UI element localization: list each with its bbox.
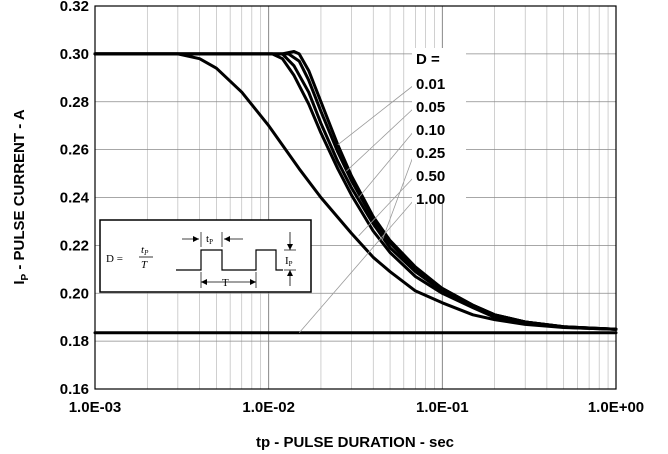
period-arrowhead-right	[250, 279, 256, 285]
period-arrowhead-left	[201, 279, 207, 285]
legend-leader-0.25	[381, 153, 415, 241]
y-tick-label: 0.22	[60, 237, 89, 254]
inset-formula-numerator: tP	[141, 244, 149, 257]
legend-leader-1.00	[298, 199, 415, 334]
legend-leader-0.05	[346, 107, 415, 172]
y-tick-label: 0.24	[60, 190, 90, 207]
legend-leader-0.10	[358, 130, 415, 198]
curves	[93, 50, 618, 335]
tp-label-t: t	[206, 233, 209, 245]
y-tick-label: 0.28	[60, 94, 89, 111]
legend-label-0.25: 0.25	[416, 145, 445, 162]
y-tick-label: 0.16	[60, 381, 89, 398]
legend-label-0.10: 0.10	[416, 122, 445, 139]
pulse-waveform	[176, 249, 283, 271]
y-tick-label: 0.32	[60, 0, 89, 15]
ip-label: IP	[285, 255, 293, 268]
grid	[94, 5, 616, 390]
y-tick-label: 0.20	[60, 285, 89, 302]
ip-arrowhead-bottom	[287, 270, 293, 276]
inset-formula-denominator: T	[141, 259, 148, 271]
plot-frame	[94, 5, 617, 390]
x-tick-label: 1.0E-01	[416, 399, 469, 416]
inset-formula-num-sub: P	[143, 249, 149, 257]
tp-label-sub: P	[209, 238, 213, 246]
tp-arrowhead-right	[224, 236, 230, 242]
legend-leader-lines	[298, 84, 415, 334]
y-tick-label: 0.30	[60, 46, 89, 63]
x-axis-label: tp - PULSE DURATION - sec	[256, 434, 454, 451]
legend-label-1.00: 1.00	[416, 191, 445, 208]
ip-label-sub: P	[289, 260, 293, 268]
x-tick-labels: 1.0E-03 1.0E-02 1.0E-01 1.0E+00	[69, 399, 644, 416]
x-tick-label: 1.0E-02	[242, 399, 295, 416]
x-tick-label: 1.0E+00	[588, 399, 644, 416]
series-line-0.50	[93, 52, 618, 331]
tp-label: tP	[206, 233, 213, 246]
y-tick-label: 0.18	[60, 333, 89, 350]
y-axis-label-sub: P	[20, 273, 31, 280]
x-tick-label: 1.0E-03	[69, 399, 122, 416]
y-axis-label: IP - PULSE CURRENT - A	[11, 109, 31, 284]
period-label: T	[222, 277, 229, 289]
legend-leader-0.50	[358, 176, 415, 237]
y-tick-labels: 0.16 0.18 0.20 0.22 0.24 0.26 0.28 0.30 0.32	[60, 0, 90, 398]
inset-formula-num-t: t	[141, 244, 145, 256]
inset-formula-lhs: D =	[106, 253, 123, 265]
legend-background	[412, 48, 466, 204]
tp-arrowhead-left	[193, 236, 199, 242]
y-axis-label-rest: - PULSE CURRENT - A	[11, 109, 28, 274]
legend-title: D =	[416, 51, 440, 68]
legend-label-0.01: 0.01	[416, 76, 445, 93]
y-tick-label: 0.26	[60, 142, 89, 159]
legend-leader-0.01	[337, 84, 415, 146]
ip-arrowhead-top	[287, 244, 293, 250]
y-axis-label-main: I	[11, 280, 28, 284]
ip-label-i: I	[285, 255, 289, 267]
legend: 0.01 0.05 0.10 0.25 0.50 1.00	[416, 76, 445, 208]
legend-label-0.50: 0.50	[416, 168, 445, 185]
legend-label-0.05: 0.05	[416, 99, 445, 116]
duty-cycle-inset: D = tP T tP T IP	[99, 219, 312, 293]
